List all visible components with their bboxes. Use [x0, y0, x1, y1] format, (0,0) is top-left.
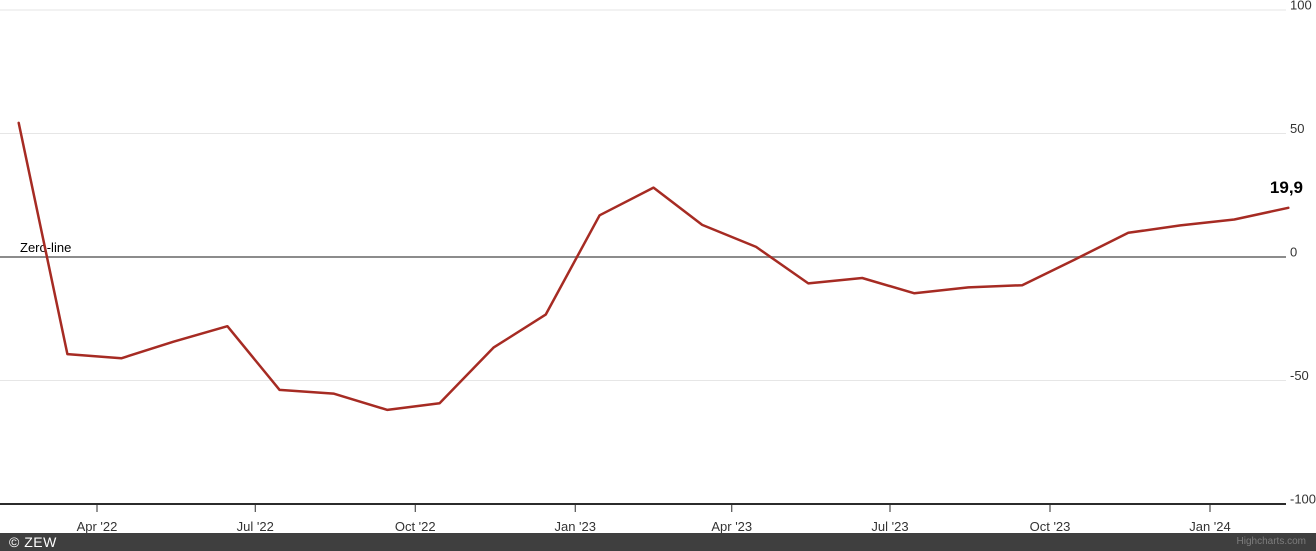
x-axis-label: Jan '23	[554, 519, 596, 533]
x-axis-label: Apr '23	[711, 519, 752, 533]
series-line[interactable]	[17, 121, 1290, 412]
y-axis-label: 50	[1290, 121, 1304, 136]
x-axis-label: Oct '23	[1030, 519, 1071, 533]
copyright-label: © ZEW	[9, 534, 57, 550]
last-value-label: 19,9	[1270, 178, 1303, 197]
y-axis-label: 0	[1290, 244, 1297, 259]
x-axis-label: Jul '23	[871, 519, 908, 533]
y-axis-label: -50	[1290, 368, 1309, 383]
x-axis-label: Oct '22	[395, 519, 436, 533]
x-axis-label: Apr '22	[77, 519, 118, 533]
line-chart: 100 50 0 -50 -100 Apr '22 Jul '22 Oct '22 Jan '2…	[0, 0, 1316, 534]
x-axis-label: Jan '24	[1189, 519, 1231, 533]
x-axis-label: Jul '22	[237, 519, 274, 533]
footer-bar: © ZEW Highcharts.com	[0, 533, 1316, 551]
y-axis-label: -100	[1290, 491, 1316, 506]
highcharts-credit-link[interactable]: Highcharts.com	[1236, 536, 1306, 547]
y-axis-label: 100	[1290, 0, 1312, 12]
